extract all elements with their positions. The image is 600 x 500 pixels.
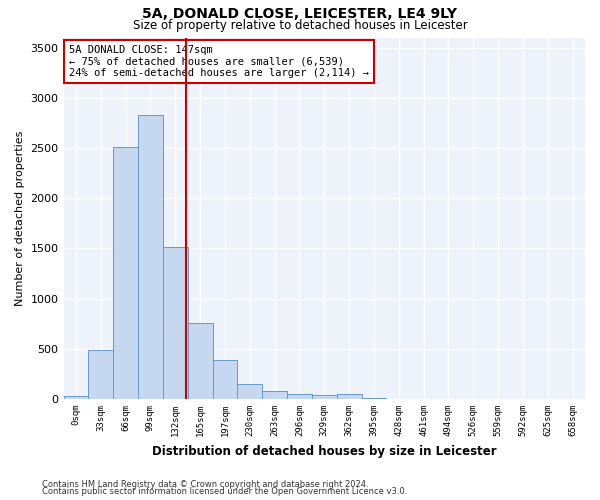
Bar [287,394,312,399]
Bar [88,350,113,399]
Bar [163,248,188,399]
Text: 5A, DONALD CLOSE, LEICESTER, LE4 9LY: 5A, DONALD CLOSE, LEICESTER, LE4 9LY [143,8,458,22]
Text: Contains public sector information licensed under the Open Government Licence v3: Contains public sector information licen… [42,487,407,496]
Text: Contains HM Land Registry data © Crown copyright and database right 2024.: Contains HM Land Registry data © Crown c… [42,480,368,489]
Bar [113,147,138,399]
Bar [362,398,386,399]
Bar [138,115,163,399]
Bar [262,391,287,399]
Y-axis label: Number of detached properties: Number of detached properties [15,130,25,306]
Bar [64,396,88,399]
Text: 5A DONALD CLOSE: 147sqm
← 75% of detached houses are smaller (6,539)
24% of semi: 5A DONALD CLOSE: 147sqm ← 75% of detache… [69,44,369,78]
Bar [238,384,262,399]
Text: Size of property relative to detached houses in Leicester: Size of property relative to detached ho… [133,18,467,32]
X-axis label: Distribution of detached houses by size in Leicester: Distribution of detached houses by size … [152,444,497,458]
Bar [188,323,212,399]
Bar [337,394,362,399]
Bar [212,360,238,399]
Bar [312,395,337,399]
